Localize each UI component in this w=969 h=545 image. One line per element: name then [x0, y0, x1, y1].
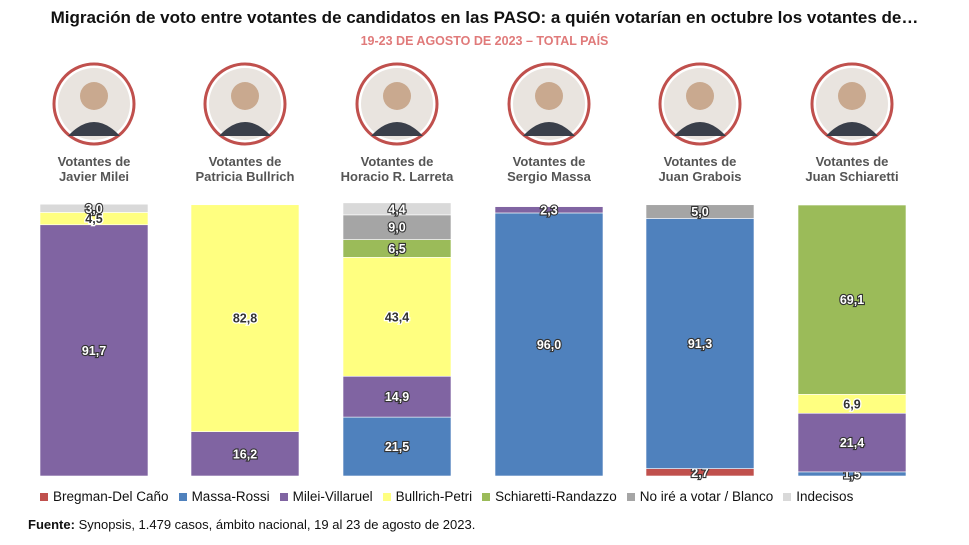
- candidate-avatar-juan-schiaretti: [810, 62, 894, 146]
- bar-segment-patricia-bullrich-milei-villaruel: [190, 431, 300, 477]
- bar-segment-javier-milei-milei-villaruel: [39, 224, 149, 477]
- data-label-patricia-bullrich-milei-villaruel: 16,2: [233, 447, 257, 461]
- avatar-shoulders: [68, 122, 120, 136]
- category-label-sergio-massa-line-1: Votantes de: [513, 154, 586, 169]
- legend-label-milei-villaruel: Milei-Villaruel: [292, 489, 373, 504]
- legend-label-indecisos: Indecisos: [796, 489, 854, 504]
- data-label-horacio-r-larreta-schiaretti-randazzo: 6,5: [388, 242, 405, 256]
- bar-segment-javier-milei-indecisos: [39, 203, 149, 213]
- source-label: Fuente:: [28, 517, 75, 532]
- bar-segment-juan-grabois-massa-rossi: [645, 218, 755, 469]
- avatar-head: [231, 82, 259, 110]
- avatar-shoulders: [826, 122, 878, 136]
- bar-segment-juan-schiaretti-milei-villaruel: [797, 412, 907, 473]
- category-label-javier-milei-line-1: Votantes de: [58, 154, 131, 169]
- data-label-horacio-r-larreta-bullrich-petri: 43,4: [385, 310, 409, 324]
- bar-segment-sergio-massa-massa-rossi: [494, 212, 604, 477]
- avatar-shoulders: [371, 122, 423, 136]
- legend-item-massa-rossi: Massa-Rossi: [178, 489, 270, 504]
- data-label-horacio-r-larreta-massa-rossi: 21,5: [385, 440, 409, 454]
- data-label-horacio-r-larreta-indecisos: 4,4: [388, 202, 405, 216]
- chart-subtitle: 19-23 DE AGOSTO DE 2023 – TOTAL PAÍS: [360, 34, 609, 48]
- legend-item-schiaretti-randazzo: Schiaretti-Randazzo: [482, 489, 617, 504]
- bar-segment-horacio-r-larreta-indecisos: [342, 202, 452, 216]
- chart-legend: Bregman-Del Caño Massa-Rossi Milei-Villaru…: [40, 489, 940, 504]
- data-label-javier-milei-indecisos: 3,0: [85, 202, 102, 216]
- legend-label-bregman-del-ca-o: Bregman-Del Caño: [53, 489, 169, 504]
- legend-swatch-bullrich-petri: [382, 492, 391, 501]
- bar-segment-horacio-r-larreta-no-ir-a-votar-blanco: [342, 214, 452, 240]
- data-label-javier-milei-bullrich-petri: 4,5: [85, 212, 102, 226]
- candidate-avatar-sergio-massa: [507, 62, 591, 146]
- category-label-juan-grabois-line-2: Juan Grabois: [658, 169, 741, 184]
- candidate-avatar-juan-grabois: [658, 62, 742, 146]
- chart-title: Migración de voto entre votantes de cand…: [50, 8, 919, 27]
- data-label-sergio-massa-milei-villaruel: 2,3: [540, 203, 557, 217]
- bar-segment-patricia-bullrich-bullrich-petri: [190, 204, 300, 432]
- data-label-juan-schiaretti-milei-villaruel: 21,4: [840, 436, 864, 450]
- legend-label-massa-rossi: Massa-Rossi: [191, 489, 270, 504]
- data-label-javier-milei-milei-villaruel: 91,7: [82, 344, 106, 358]
- avatar-shoulders: [523, 122, 575, 136]
- category-label-sergio-massa-line-2: Sergio Massa: [507, 169, 592, 184]
- legend-swatch-massa-rossi: [178, 492, 187, 501]
- bar-segment-horacio-r-larreta-massa-rossi: [342, 416, 452, 477]
- data-label-patricia-bullrich-bullrich-petri: 82,8: [233, 312, 257, 326]
- avatar-head: [838, 82, 866, 110]
- legend-swatch-indecisos: [783, 492, 792, 501]
- avatar-shoulders: [219, 122, 271, 136]
- candidate-avatar-patricia-bullrich: [203, 62, 287, 146]
- category-label-patricia-bullrich-line-1: Votantes de: [209, 154, 282, 169]
- bar-segment-juan-schiaretti-schiaretti-randazzo: [797, 204, 907, 395]
- category-label-juan-schiaretti-line-1: Votantes de: [816, 154, 889, 169]
- avatar-head: [80, 82, 108, 110]
- bar-segment-horacio-r-larreta-bullrich-petri: [342, 257, 452, 377]
- category-label-patricia-bullrich-line-2: Patricia Bullrich: [196, 169, 295, 184]
- category-label-horacio-r-larreta-line-2: Horacio R. Larreta: [341, 169, 454, 184]
- bar-segment-sergio-massa-milei-villaruel: [494, 206, 604, 214]
- legend-item-milei-villaruel: Milei-Villaruel: [279, 489, 373, 504]
- bar-segment-juan-grabois-no-ir-a-votar-blanco: [645, 204, 755, 219]
- legend-item-bullrich-petri: Bullrich-Petri: [382, 489, 473, 504]
- legend-label-schiaretti-randazzo: Schiaretti-Randazzo: [495, 489, 617, 504]
- legend-swatch-milei-villaruel: [279, 492, 288, 501]
- data-label-juan-grabois-no-ir-a-votar-blanco: 5,0: [691, 205, 708, 219]
- legend-label-bullrich-petri: Bullrich-Petri: [395, 489, 473, 504]
- legend-label-no-ir-a-votar-blanco: No iré a votar / Blanco: [639, 489, 774, 504]
- data-label-juan-schiaretti-bullrich-petri: 6,9: [843, 397, 860, 411]
- data-label-horacio-r-larreta-no-ir-a-votar-blanco: 9,0: [388, 221, 405, 235]
- data-label-horacio-r-larreta-milei-villaruel: 14,9: [385, 390, 409, 404]
- category-label-javier-milei-line-2: Javier Milei: [59, 169, 129, 184]
- data-label-juan-schiaretti-schiaretti-randazzo: 69,1: [840, 293, 864, 307]
- source-note: Fuente: Synopsis, 1.479 casos, ámbito na…: [28, 517, 475, 532]
- bar-segment-horacio-r-larreta-milei-villaruel: [342, 375, 452, 418]
- data-label-juan-grabois-massa-rossi: 91,3: [688, 337, 712, 351]
- legend-swatch-schiaretti-randazzo: [482, 492, 491, 501]
- category-label-juan-grabois-line-1: Votantes de: [664, 154, 737, 169]
- category-label-horacio-r-larreta-line-1: Votantes de: [361, 154, 434, 169]
- source-text: Synopsis, 1.479 casos, ámbito nacional, …: [74, 517, 476, 532]
- avatar-head: [383, 82, 411, 110]
- legend-item-no-ir-a-votar-blanco: No iré a votar / Blanco: [626, 489, 774, 504]
- candidate-avatar-javier-milei: [52, 62, 136, 146]
- candidate-avatar-horacio-r-larreta: [355, 62, 439, 146]
- category-label-juan-schiaretti-line-2: Juan Schiaretti: [805, 169, 898, 184]
- legend-item-bregman-del-ca-o: Bregman-Del Caño: [40, 489, 169, 504]
- data-label-sergio-massa-massa-rossi: 96,0: [537, 338, 561, 352]
- legend-item-indecisos: Indecisos: [783, 489, 853, 504]
- avatar-shoulders: [674, 122, 726, 136]
- avatar-head: [686, 82, 714, 110]
- avatar-head: [535, 82, 563, 110]
- legend-swatch-bregman-del-ca-o: [40, 492, 48, 501]
- legend-swatch-no-ir-a-votar-blanco: [626, 492, 635, 501]
